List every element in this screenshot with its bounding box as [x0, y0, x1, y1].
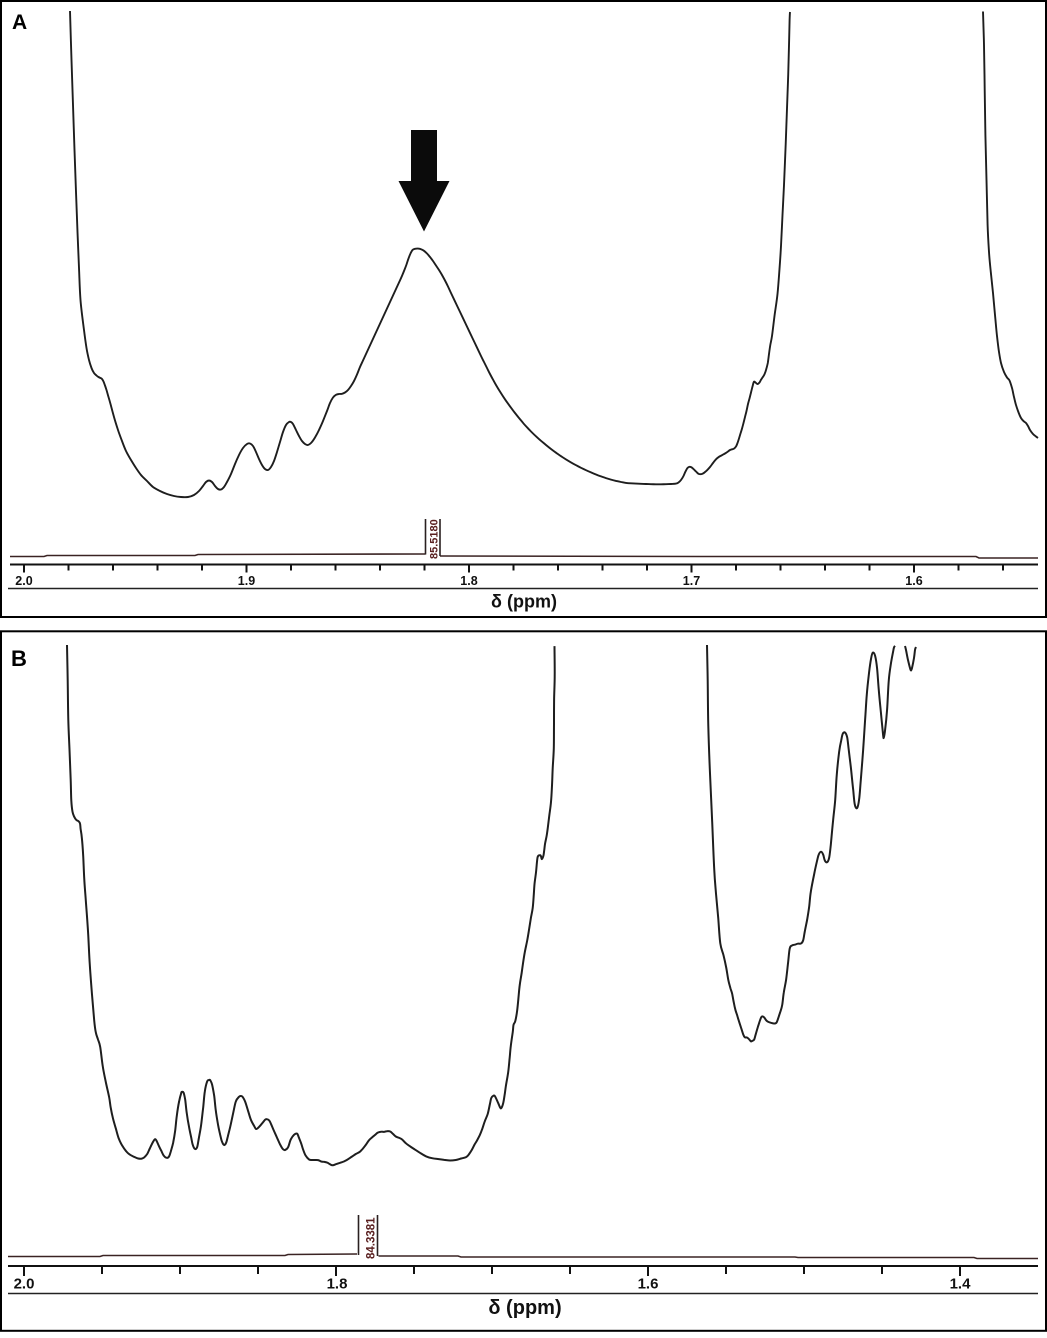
svg-text:85.5180: 85.5180 [429, 519, 441, 559]
svg-text:1.6: 1.6 [638, 1276, 659, 1293]
svg-text:1.6: 1.6 [905, 574, 922, 588]
svg-text:1.9: 1.9 [238, 574, 255, 588]
svg-text:1.8: 1.8 [460, 574, 477, 588]
svg-text:B: B [11, 646, 27, 671]
svg-text:84.3381: 84.3381 [366, 1217, 378, 1259]
svg-text:1.7: 1.7 [683, 574, 700, 588]
svg-text:δ (ppm): δ (ppm) [488, 1297, 561, 1319]
svg-text:2.0: 2.0 [14, 1276, 35, 1293]
svg-text:1.8: 1.8 [327, 1276, 348, 1293]
svg-text:A: A [12, 11, 27, 34]
svg-text:δ (ppm): δ (ppm) [491, 592, 557, 612]
svg-text:2.0: 2.0 [15, 574, 32, 588]
svg-text:1.4: 1.4 [950, 1276, 972, 1293]
